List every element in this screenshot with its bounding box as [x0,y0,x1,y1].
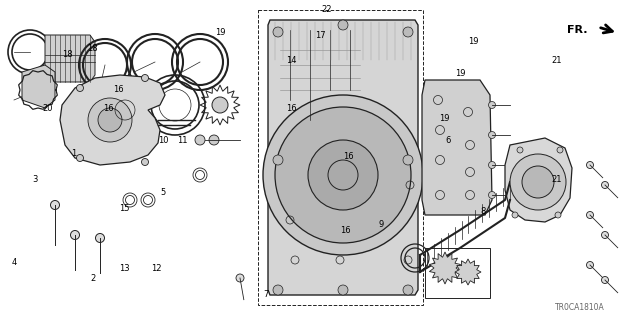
Text: 19: 19 [468,37,479,46]
Circle shape [236,274,244,282]
Circle shape [510,154,566,210]
Circle shape [275,107,411,243]
Text: 2: 2 [90,274,95,283]
Text: TR0CA1810A: TR0CA1810A [555,303,605,313]
Circle shape [488,101,495,108]
Circle shape [141,158,148,165]
Polygon shape [22,65,55,108]
Text: 20: 20 [43,104,53,113]
Circle shape [488,162,495,169]
Text: 4: 4 [12,258,17,267]
Text: 16: 16 [104,104,114,113]
Text: 13: 13 [120,264,130,273]
Polygon shape [429,252,461,284]
Text: FR.: FR. [568,25,588,35]
Circle shape [403,27,413,37]
Circle shape [463,267,473,277]
Text: 7: 7 [263,290,268,299]
Text: 22: 22 [321,5,332,14]
Polygon shape [60,75,165,165]
Text: 3: 3 [33,175,38,184]
Text: 21: 21 [552,175,562,184]
Circle shape [263,95,423,255]
Text: 17: 17 [315,31,325,40]
Text: 16: 16 [113,85,124,94]
Circle shape [88,98,132,142]
Text: 14: 14 [286,56,296,65]
Text: 10: 10 [158,136,168,145]
Text: 15: 15 [120,204,130,212]
Circle shape [273,27,283,37]
Circle shape [338,20,348,30]
Circle shape [273,285,283,295]
Circle shape [522,166,554,198]
Text: 18: 18 [62,50,72,59]
Text: 19: 19 [216,28,226,36]
Text: 12: 12 [152,264,162,273]
Text: 16: 16 [344,152,354,161]
Circle shape [403,285,413,295]
Text: 9: 9 [378,220,383,228]
Circle shape [77,155,83,162]
Circle shape [602,231,609,238]
Text: 8: 8 [481,207,486,216]
Text: 1: 1 [71,149,76,158]
Polygon shape [505,138,572,222]
Text: 6: 6 [445,136,451,145]
Circle shape [586,261,593,268]
Circle shape [51,201,60,210]
Circle shape [70,230,79,239]
Text: 19: 19 [456,69,466,78]
Polygon shape [45,35,95,82]
Circle shape [95,234,104,243]
Circle shape [555,212,561,218]
Circle shape [212,97,228,113]
Circle shape [512,212,518,218]
Circle shape [517,147,523,153]
Text: 5: 5 [161,188,166,196]
Circle shape [602,181,609,188]
Circle shape [273,155,283,165]
Text: 21: 21 [552,56,562,65]
Text: 19: 19 [440,114,450,123]
Circle shape [77,84,83,92]
Circle shape [439,262,451,274]
Circle shape [209,135,219,145]
Circle shape [586,212,593,219]
Circle shape [98,108,122,132]
Circle shape [195,135,205,145]
Bar [425,248,490,298]
Text: 16: 16 [286,104,296,113]
Text: 16: 16 [340,226,351,235]
Circle shape [403,155,413,165]
Polygon shape [422,80,492,215]
Circle shape [586,162,593,169]
Circle shape [141,75,148,82]
Text: 11: 11 [177,136,188,145]
Circle shape [557,147,563,153]
Circle shape [602,276,609,284]
Circle shape [488,132,495,139]
Polygon shape [455,259,481,285]
Polygon shape [268,20,418,295]
Circle shape [308,140,378,210]
Text: 18: 18 [88,44,98,52]
Circle shape [338,285,348,295]
Bar [258,10,423,305]
Circle shape [488,191,495,198]
